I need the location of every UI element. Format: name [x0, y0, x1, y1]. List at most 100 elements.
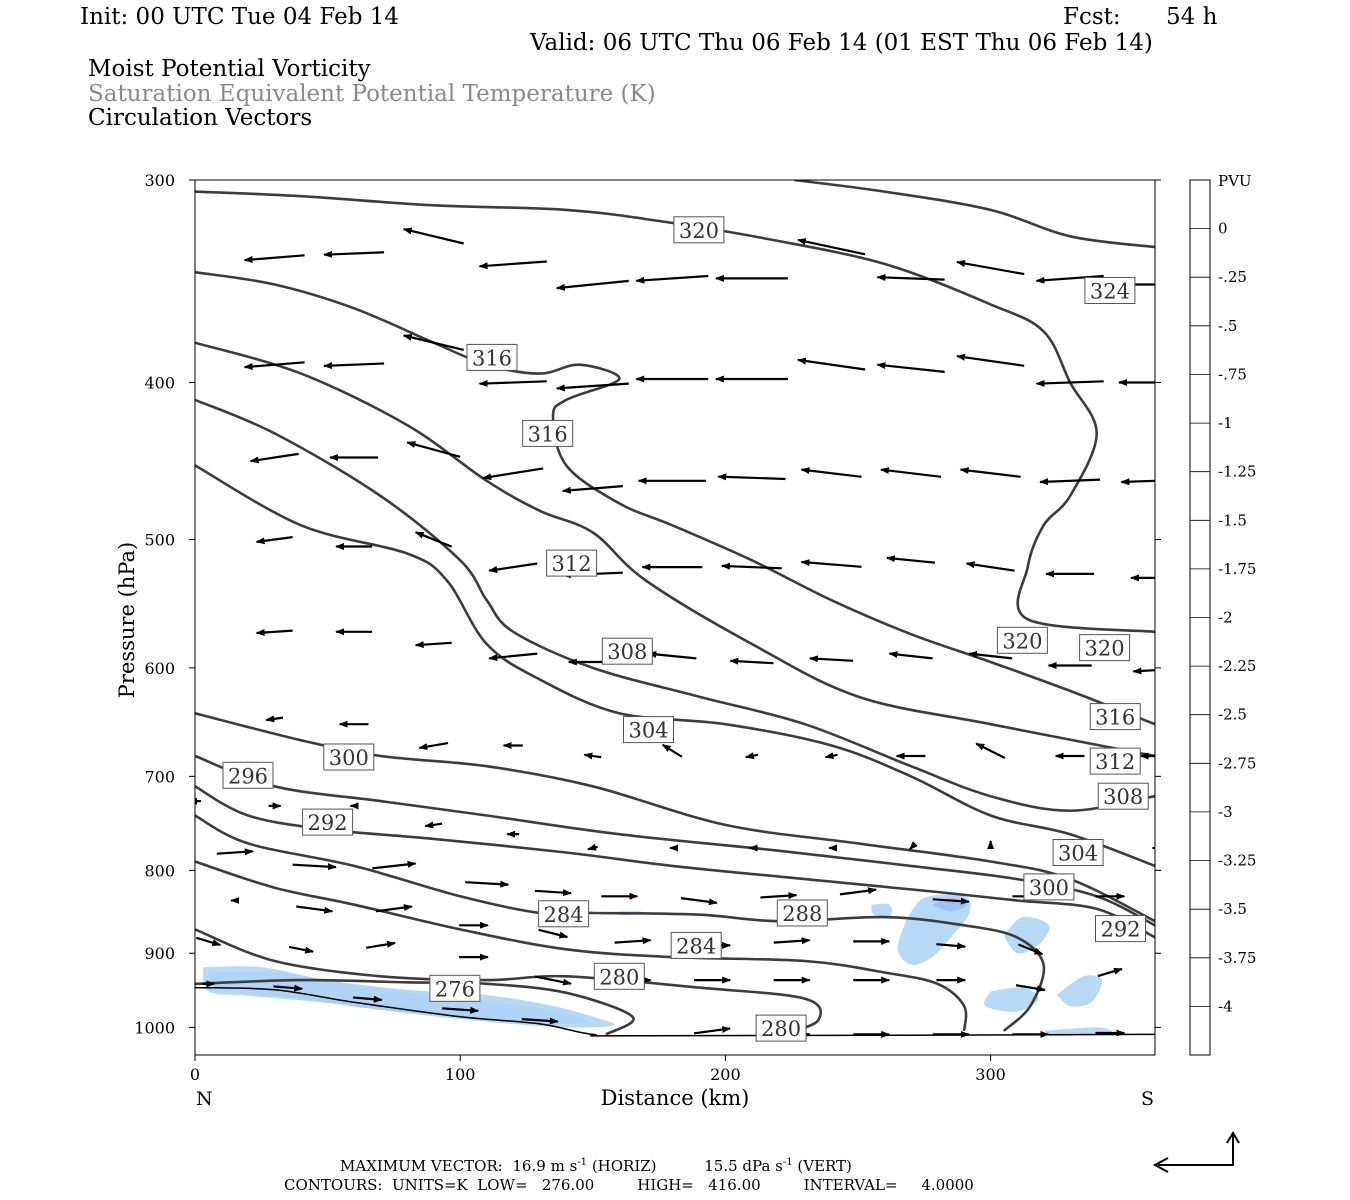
pv-shaded-region — [203, 966, 615, 1028]
circulation-vector — [243, 361, 305, 370]
circulation-vector — [273, 984, 304, 992]
theta-e-contour-layer — [195, 180, 1155, 1036]
circulation-vector — [888, 651, 933, 660]
contour-label-text: 324 — [1090, 280, 1130, 304]
axis-layer: 300 400 500 600 700 800 900 1000 0 100 200 300 — [134, 171, 1161, 1084]
circulation-vector — [352, 995, 383, 1003]
circulation-vector — [693, 1026, 732, 1035]
contour-label-box — [546, 549, 598, 577]
colorbar: 0 -.25 -.5 -.75 -1 -1.25 -1.5 -1.75 -2 -2.25 -2.5 -… — [1189, 179, 1256, 1056]
colorbar-tick-label: -3 — [1218, 803, 1233, 821]
contour-label-box — [222, 761, 274, 789]
contour-label-box — [593, 962, 645, 990]
circulation-vector — [465, 880, 510, 888]
circulation-vector — [323, 250, 385, 258]
circulation-vector — [488, 562, 538, 573]
max-horiz-exponent: -1 — [577, 1157, 588, 1168]
circulation-vector — [366, 940, 396, 949]
contour-label-box — [601, 637, 653, 665]
circulation-vector — [800, 559, 862, 568]
circulation-vector — [975, 742, 1006, 759]
circulation-vector-layer — [195, 227, 1155, 1038]
contour-label-box — [1079, 634, 1131, 662]
contour-label-text: 292 — [308, 811, 348, 835]
colorbar-tick-label: -1.75 — [1218, 560, 1256, 578]
circulation-vector — [1132, 667, 1155, 675]
colorbar-tick-label: -2 — [1218, 609, 1233, 627]
max-horiz-unit: m s — [550, 1157, 578, 1175]
circulation-vector — [255, 536, 293, 545]
circulation-vector — [744, 752, 759, 760]
y-tick-label: 1000 — [134, 1018, 175, 1037]
endpoint-south-label: S — [1141, 1088, 1154, 1110]
contour-label-layer: 320 324 316 316 312 308 320 320 316 304 312 300 296 3… — [222, 216, 1149, 1042]
contour-label-box — [623, 716, 674, 744]
circulation-vector — [956, 260, 1025, 276]
pv-shaded-region — [1003, 916, 1050, 954]
circulation-vector — [555, 382, 629, 392]
colorbar-tick-label: -1 — [1218, 414, 1233, 432]
circulation-vector — [1120, 478, 1155, 486]
circulation-vector — [243, 254, 305, 263]
max-vert-exponent: -1 — [782, 1157, 793, 1168]
circulation-vector — [968, 651, 1013, 660]
contour-label-box — [1084, 277, 1136, 304]
colorbar-tick-label: -4 — [1218, 997, 1233, 1015]
pv-shaded-region — [1056, 975, 1103, 1007]
contour-label-text: 316 — [528, 422, 568, 446]
circulation-vector — [729, 657, 774, 665]
circulation-vector — [265, 715, 284, 723]
contour-label-text: 320 — [679, 219, 719, 243]
circulation-vector — [796, 357, 866, 371]
circulation-vector — [249, 452, 299, 464]
colorbar-tick-label: -2.25 — [1218, 657, 1256, 675]
circulation-vector — [808, 655, 854, 663]
max-horiz-tag: (HORIZ) — [591, 1157, 657, 1175]
max-vert-tag: (VERT) — [797, 1157, 852, 1175]
contour-label-text: 280 — [599, 965, 639, 989]
y-tick-label: 300 — [144, 171, 175, 190]
theta-e-contour-308 — [195, 398, 1155, 812]
contour-label-text: 296 — [228, 764, 268, 788]
y-tick-label: 500 — [144, 531, 175, 550]
contour-label-box — [1052, 839, 1104, 866]
circulation-vector — [1097, 967, 1123, 978]
reference-vector-icon — [1152, 1131, 1240, 1173]
circulation-vector — [587, 843, 598, 851]
contour-label-box — [670, 931, 722, 959]
circulation-vector — [720, 562, 782, 570]
circulation-vector — [561, 485, 623, 494]
pv-shaded-region — [897, 894, 971, 966]
contours-info-line: CONTOURS: UNITS=K LOW= 276.00 HIGH= 416.… — [284, 1176, 974, 1194]
circulation-vector — [534, 889, 572, 897]
contour-label-box — [323, 743, 375, 771]
circulation-vector — [478, 379, 547, 387]
circulation-vector — [956, 353, 1025, 367]
theta-e-contour-320 — [195, 190, 1155, 634]
contour-label-text: 276 — [435, 977, 475, 1001]
max-vert-value: 15.5 — [704, 1157, 738, 1175]
contour-label-text: 300 — [1029, 876, 1069, 900]
colorbar-tick-label: -3.75 — [1218, 949, 1256, 967]
circulation-vector — [414, 531, 453, 548]
contour-label-box — [1097, 782, 1149, 810]
circulation-vector — [647, 650, 697, 660]
circulation-vector — [959, 467, 1021, 478]
circulation-vector — [414, 641, 452, 649]
contour-label-box — [538, 900, 590, 928]
circulation-vector — [773, 937, 811, 945]
circulation-vector — [534, 975, 572, 986]
circulation-vector — [800, 467, 862, 478]
init-time: Init: 00 UTC Tue 04 Feb 14 — [80, 4, 400, 30]
circulation-vector — [909, 841, 918, 850]
circulation-vector — [635, 274, 709, 284]
circulation-vector — [824, 752, 838, 760]
pv-shaded-region — [984, 987, 1039, 1012]
circulation-vector — [661, 743, 683, 758]
circulation-vector — [760, 892, 798, 900]
circulation-vector — [406, 441, 461, 458]
plot-frame — [194, 179, 1156, 1056]
field-title-vectors: Circulation Vectors — [88, 105, 313, 131]
circulation-vector — [292, 863, 337, 871]
contour-label-box — [302, 808, 354, 836]
